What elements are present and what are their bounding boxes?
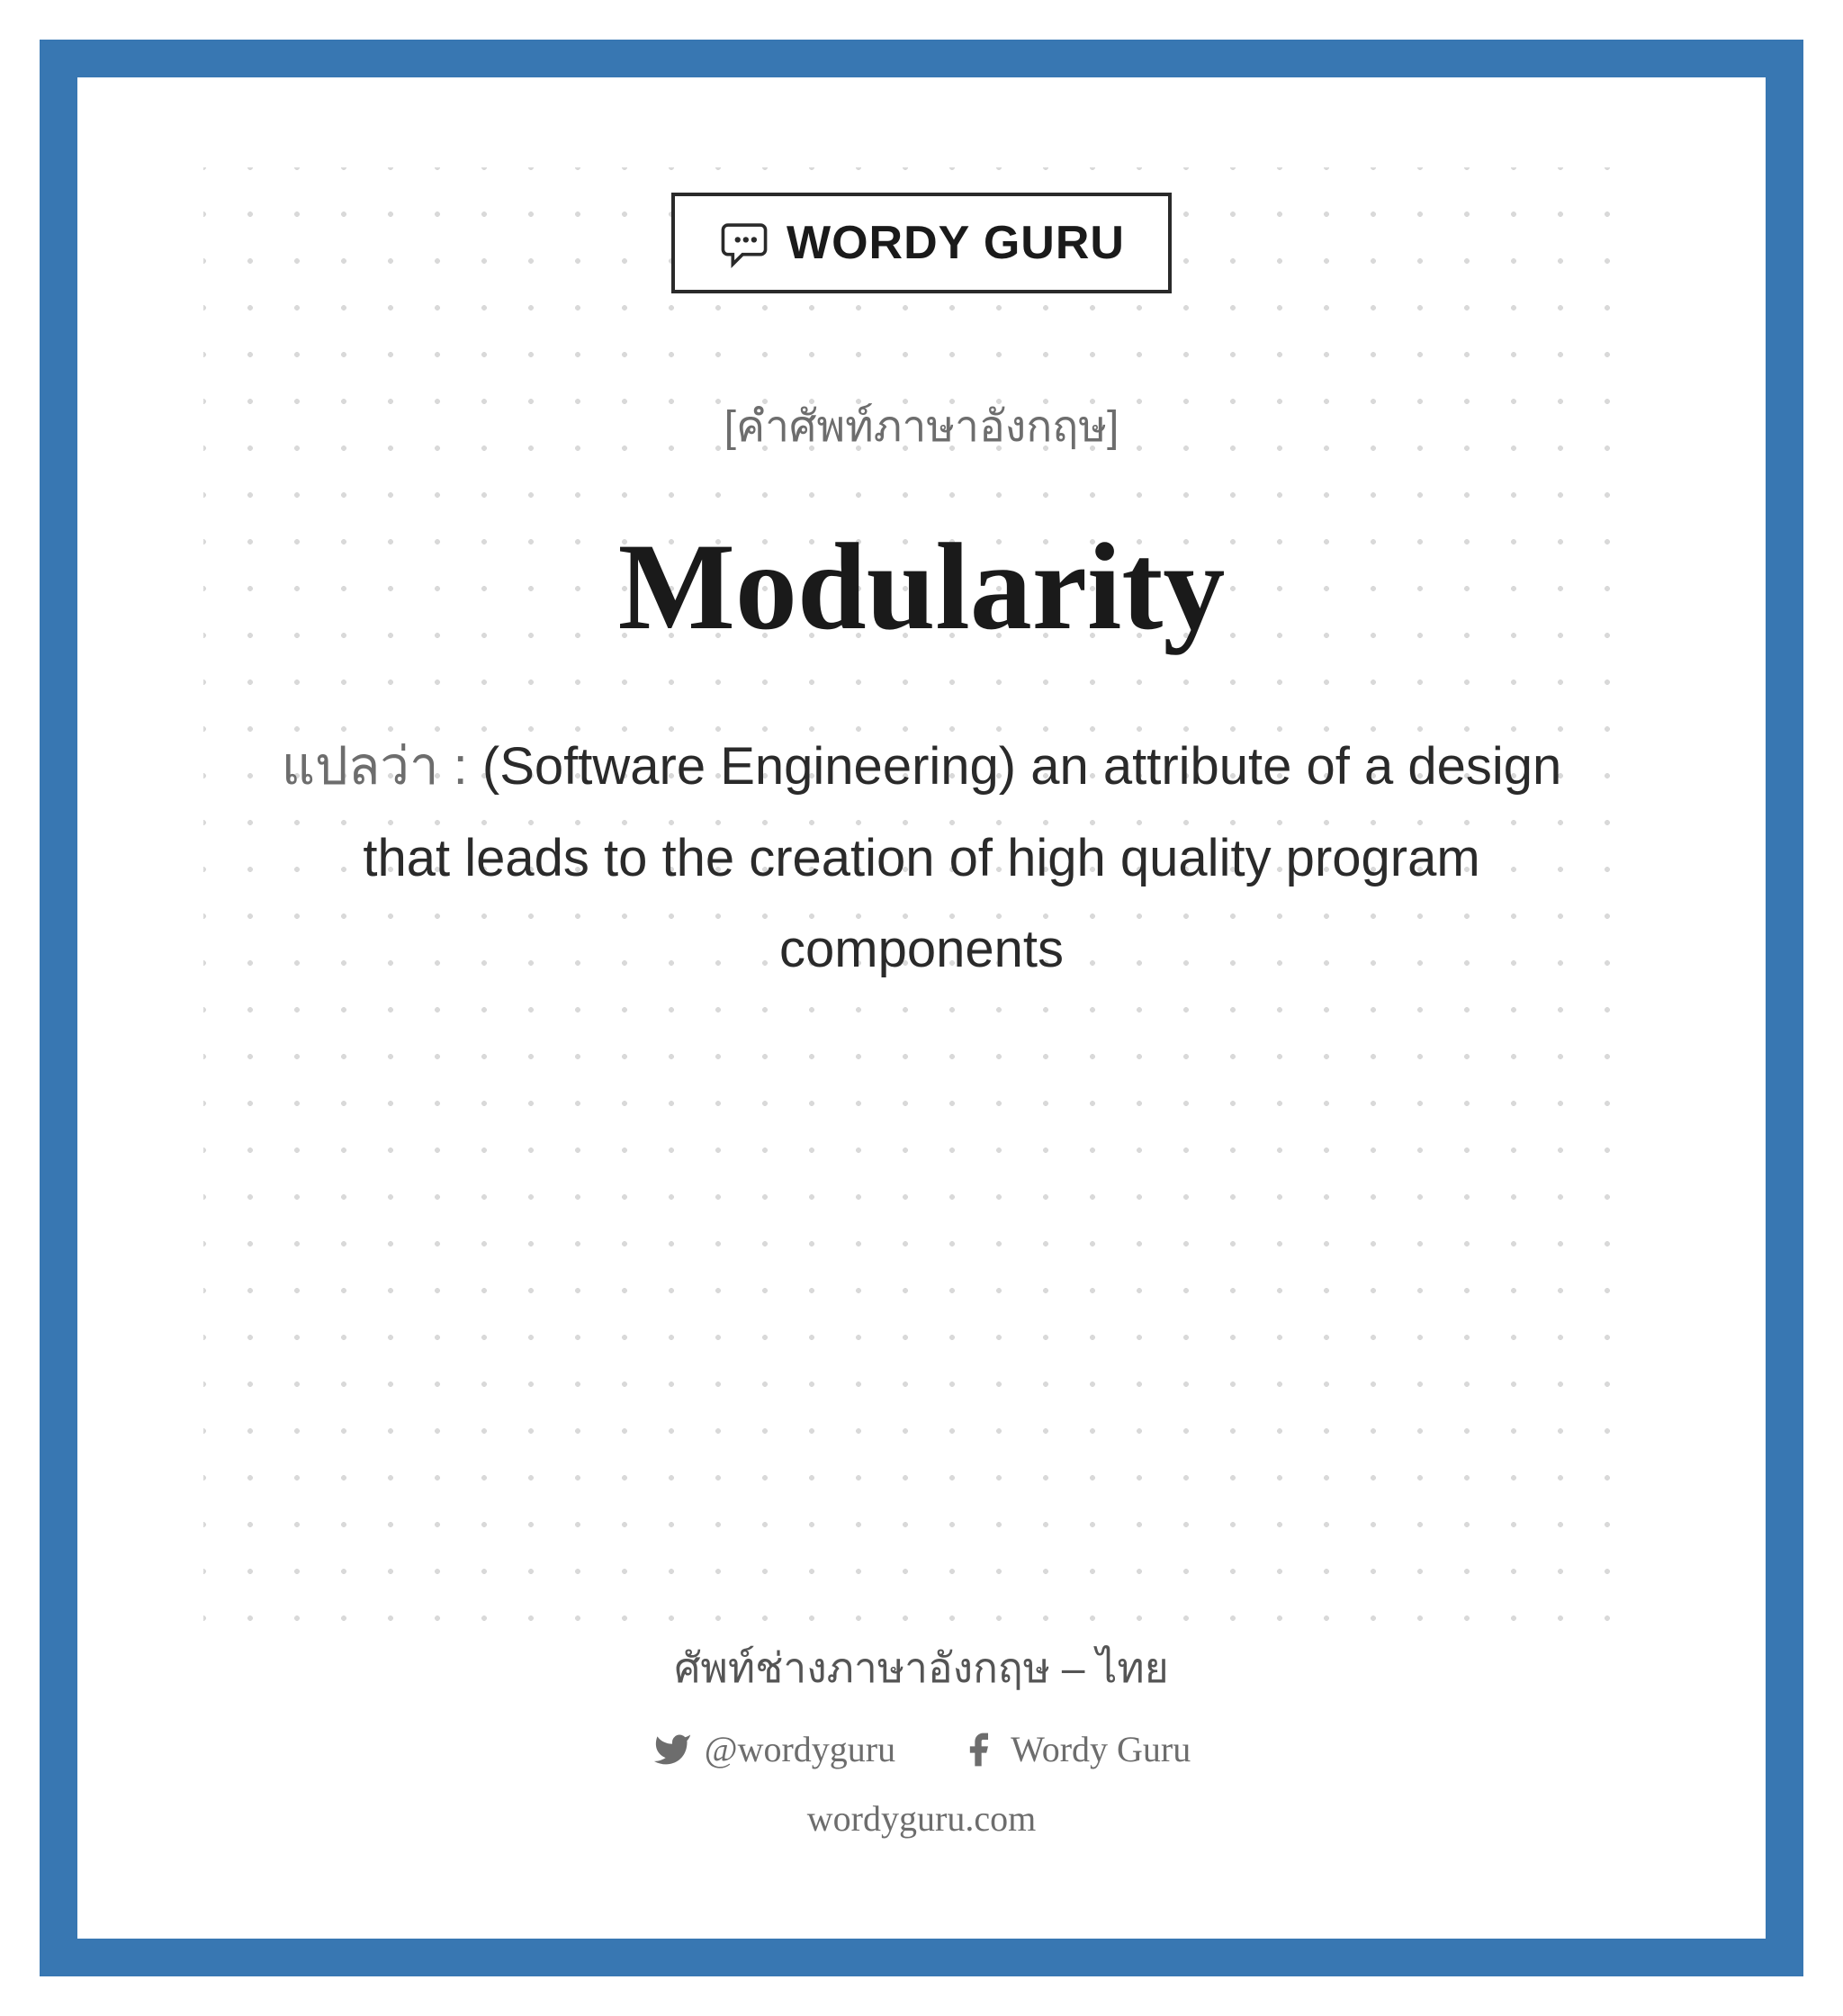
category-label: [คำศัพท์ภาษาอังกฤษ] (724, 392, 1119, 461)
dictionary-name: ศัพท์ช่างภาษาอังกฤษ – ไทย (674, 1635, 1168, 1701)
card-border: WORDY GURU [คำศัพท์ภาษาอังกฤษ] Modularit… (40, 40, 1803, 1976)
twitter-handle: @wordyguru (705, 1728, 895, 1770)
definition-text: (Software Engineering) an attribute of a… (363, 737, 1561, 978)
twitter-icon (652, 1730, 692, 1769)
social-links: @wordyguru Wordy Guru (652, 1728, 1191, 1770)
facebook-link: Wordy Guru (958, 1728, 1191, 1770)
definition-label: แปลว่า : (282, 737, 482, 796)
facebook-icon (958, 1730, 998, 1769)
footer: ศัพท์ช่างภาษาอังกฤษ – ไทย @wordyguru Wor… (77, 1635, 1766, 1840)
headword: Modularity (618, 515, 1226, 658)
speech-bubble-icon (718, 217, 770, 269)
facebook-handle: Wordy Guru (1011, 1728, 1191, 1770)
website-url: wordyguru.com (807, 1797, 1036, 1840)
definition-block: แปลว่า : (Software Engineering) an attri… (238, 721, 1605, 995)
twitter-link: @wordyguru (652, 1728, 895, 1770)
logo-box: WORDY GURU (671, 193, 1172, 293)
logo-text: WORDY GURU (787, 216, 1125, 270)
